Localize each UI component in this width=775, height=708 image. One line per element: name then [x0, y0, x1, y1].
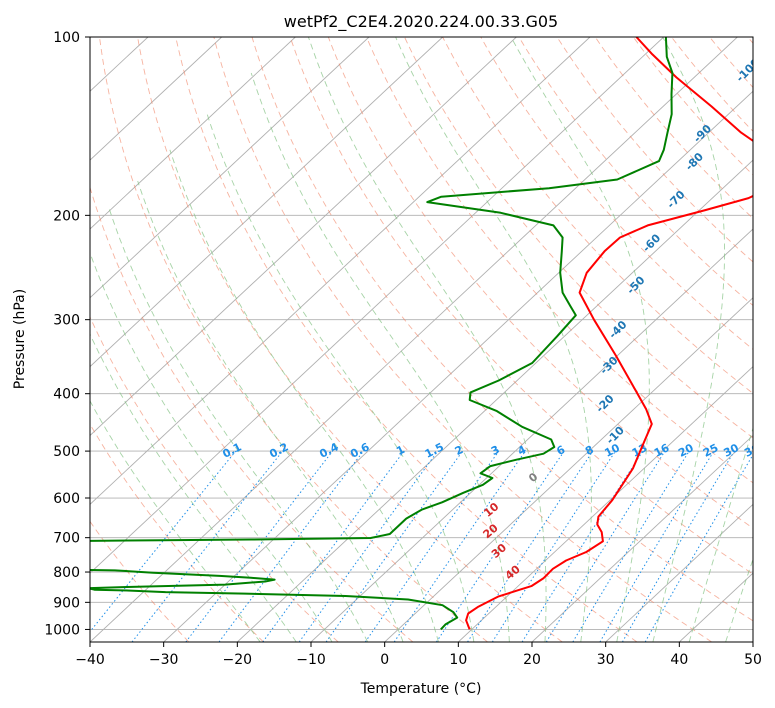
x-tick-label: 0 [380, 652, 389, 668]
background-lines [90, 37, 753, 642]
y-tick-label: 100 [53, 30, 80, 46]
y-tick-label: 700 [53, 531, 80, 547]
mixing-ratio-line [364, 450, 500, 642]
profiles [90, 37, 753, 631]
isotherm-line [90, 37, 296, 230]
x-tick-label: 30 [597, 652, 615, 668]
dry-adiabat-line [556, 37, 753, 263]
x-tick-label: 20 [523, 652, 541, 668]
y-axis-label: Pressure (hPa) [12, 289, 28, 389]
mixing-ratio-line [131, 450, 283, 642]
y-tick-label: 300 [53, 313, 80, 329]
moist-adiabat-line [108, 208, 369, 642]
isotherm-line [90, 37, 223, 161]
dry-adiabat-line [90, 315, 339, 642]
mixing-ratio-label: 25 [701, 441, 721, 460]
temperature-profile [465, 37, 753, 630]
dry-adiabat-line [137, 37, 563, 642]
x-tick-label: −20 [223, 652, 253, 668]
isotherm-line [90, 37, 738, 642]
chart-title: wetPf2_C2E4.2020.224.00.33.G05 [284, 12, 558, 32]
y-tick-label: 800 [53, 565, 80, 581]
dry-adiabat-line [480, 37, 753, 350]
mixing-ratio-line [185, 450, 333, 642]
moist-adiabat-line [206, 114, 475, 642]
moist-adiabat-line [90, 333, 297, 642]
mixing-ratio-line [572, 450, 690, 642]
moist-adiabat-line [250, 72, 510, 642]
y-tick-label: 900 [53, 595, 80, 611]
y-tick-label: 400 [53, 387, 80, 403]
moist-adiabat-line [725, 558, 753, 642]
dry-adiabat-line [99, 37, 488, 642]
mixing-ratio-line [90, 450, 237, 633]
dry-adiabat-line [404, 37, 753, 439]
mixing-ratio-line [644, 453, 753, 642]
isotherm-line [531, 434, 753, 642]
mixing-ratio-line [599, 450, 715, 642]
dry-adiabat-line [90, 185, 414, 642]
mixing-ratio-label: 36 [742, 441, 762, 460]
moist-adiabat-line [652, 37, 725, 642]
mixing-ratio-line [325, 450, 464, 642]
isotherm-line [457, 365, 753, 642]
plot-frame [89, 36, 754, 643]
isotherm-line [90, 37, 517, 437]
moist-adiabat-line [307, 37, 547, 642]
mixing-ratio-label: 30 [721, 441, 741, 460]
x-tick-label: 50 [744, 652, 762, 668]
mixing-ratio-label: 20 [676, 441, 696, 460]
y-tick-label: 200 [53, 208, 80, 224]
moist-adiabat-line [395, 37, 592, 642]
dry-adiabat-line [213, 37, 712, 642]
x-tick-label: 40 [670, 652, 688, 668]
dry-adiabat-line [175, 37, 638, 642]
isotherm-line [90, 37, 591, 505]
mixing-ratio-label: 16 [652, 441, 672, 460]
isotherm-line [90, 37, 370, 299]
dry-adiabat-line [289, 37, 753, 575]
y-tick-label: 500 [53, 444, 80, 460]
isotherm-line [605, 503, 753, 642]
y-tick-label: 1000 [44, 622, 80, 638]
mixing-ratio-line [298, 450, 439, 642]
isotherm-line [90, 37, 444, 368]
isotherm-line [236, 159, 753, 642]
dry-adiabat-line [442, 37, 753, 394]
dry-adiabat-line [594, 37, 753, 220]
y-tick-label: 600 [53, 491, 80, 507]
axes: −40 −30 −20 −10 0 10 20 30 40 50 1000 900 800 700 600 5… [44, 30, 762, 668]
mixing-ratio-line [393, 450, 526, 642]
mixing-ratio-label: 10 [602, 441, 622, 460]
x-tick-label: −40 [75, 652, 105, 668]
dry-adiabat-line [327, 37, 753, 529]
x-tick-label: 10 [449, 652, 467, 668]
isotherm-line [384, 297, 753, 642]
mixing-ratio-line [491, 450, 616, 642]
mixing-ratio-line [521, 450, 644, 642]
moist-adiabat-line [137, 180, 404, 642]
moist-adiabat-line [90, 251, 333, 642]
dewpoint-profile [90, 37, 674, 631]
mixing-ratio-line [621, 450, 735, 642]
isotherm-line [163, 90, 753, 642]
moist-adiabat-line [90, 399, 261, 642]
x-tick-label: −10 [296, 652, 326, 668]
x-tick-label: −30 [149, 652, 179, 668]
moist-adiabat-line [688, 426, 753, 642]
mixing-ratio-line [545, 450, 666, 642]
x-axis-label: Temperature (°C) [360, 681, 482, 697]
